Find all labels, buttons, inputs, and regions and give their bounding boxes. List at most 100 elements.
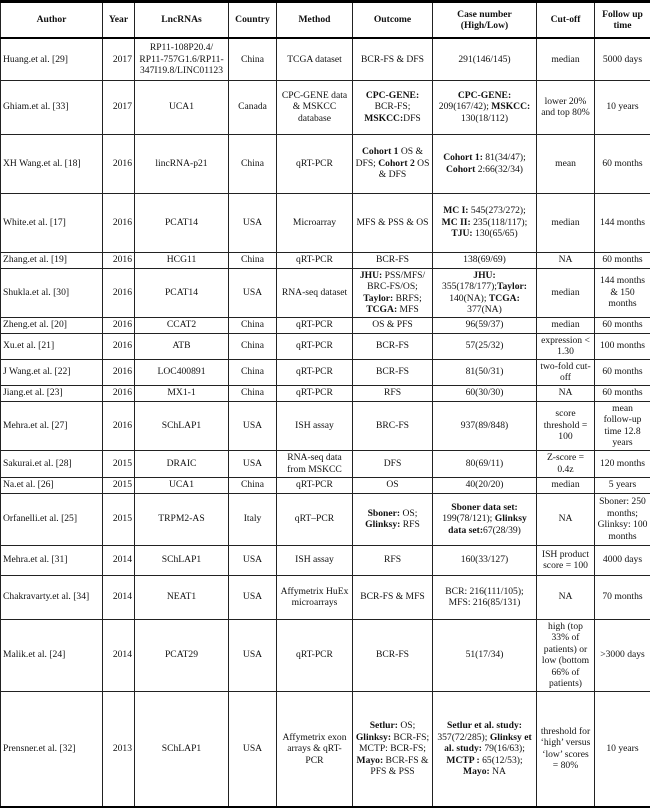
cell-author: Zheng.et al. [20] bbox=[1, 317, 103, 333]
header-country: Country bbox=[229, 2, 277, 39]
header-follow-up: Follow up time bbox=[595, 2, 650, 39]
cell-case-number: 57(25/32) bbox=[433, 333, 537, 359]
cell-cut-off: median bbox=[537, 268, 595, 317]
cell-follow-up: 60 months bbox=[595, 317, 650, 333]
cell-case-number: JHU: 355(178/177);Taylor: 140(NA); TCGA:… bbox=[433, 268, 537, 317]
cell-outcome: Cohort 1 OS & DFS; Cohort 2 OS & DFS bbox=[353, 134, 433, 193]
cell-text-segment: Cohort bbox=[446, 164, 475, 175]
cell-lncrna: SChLAP1 bbox=[135, 691, 229, 807]
cell-outcome: BRC-FS bbox=[353, 401, 433, 450]
cell-case-number: Setlur et al. study: 357(72/285); Glinks… bbox=[433, 691, 537, 807]
cell-lncrna: PCAT29 bbox=[135, 619, 229, 691]
cell-lncrna: MX1-1 bbox=[135, 385, 229, 401]
cell-case-number: 291(146/145) bbox=[433, 38, 537, 80]
cell-text-segment: 130(65/65) bbox=[473, 228, 518, 239]
cell-text-segment: 199(78/121); bbox=[442, 513, 495, 524]
cell-text-segment: Setlur: bbox=[370, 720, 398, 731]
cell-follow-up: 4000 days bbox=[595, 545, 650, 575]
cell-text-segment: MFS bbox=[397, 304, 419, 315]
cell-author: Ghiam.et al. [33] bbox=[1, 80, 103, 134]
cell-case-number: BCR: 216(111/105); MFS: 216(85/131) bbox=[433, 575, 537, 619]
cell-outcome: Setlur: OS; Glinksy: BCR-FS; MCTP: BCR-F… bbox=[353, 691, 433, 807]
cell-follow-up: 60 months bbox=[595, 134, 650, 193]
cell-text-segment: CPC-GENE: bbox=[366, 90, 419, 101]
cell-text-segment: 545(273/272); bbox=[469, 205, 526, 216]
cell-cut-off: NA bbox=[537, 493, 595, 545]
cell-lncrna: UCA1 bbox=[135, 477, 229, 493]
cell-country: Italy bbox=[229, 493, 277, 545]
cell-cut-off: threshold for ‘high’ versus ‘low’ scores… bbox=[537, 691, 595, 807]
cell-text-segment: Taylor: bbox=[497, 281, 527, 292]
cell-text-segment: Mayo: bbox=[463, 766, 490, 777]
cell-author: Na.et al. [26] bbox=[1, 477, 103, 493]
cell-country: USA bbox=[229, 691, 277, 807]
cell-case-number: 40(20/20) bbox=[433, 477, 537, 493]
cell-method: qRT-PCR bbox=[277, 619, 353, 691]
cell-outcome: JHU: PSS/MFS/ BRC-FS/OS; Taylor: BRFS; T… bbox=[353, 268, 433, 317]
cell-author: XH Wang.et al. [18] bbox=[1, 134, 103, 193]
cell-country: USA bbox=[229, 401, 277, 450]
cell-year: 2016 bbox=[103, 317, 135, 333]
cell-text-segment: Cohort 2 bbox=[378, 158, 415, 169]
cell-lncrna: RP11-108P20.4/ RP11-757G1.6/RP11-347I19.… bbox=[135, 38, 229, 80]
cell-outcome: Sboner: OS; Glinksy: RFS bbox=[353, 493, 433, 545]
cell-case-number: Cohort 1: 81(34/47); Cohort 2:66(32/34) bbox=[433, 134, 537, 193]
cell-case-number: 80(69/11) bbox=[433, 450, 537, 477]
cell-outcome: DFS bbox=[353, 450, 433, 477]
cell-year: 2016 bbox=[103, 401, 135, 450]
cell-method: Affymetrix HuEx microarrays bbox=[277, 575, 353, 619]
cell-lncrna: SChLAP1 bbox=[135, 545, 229, 575]
cell-cut-off: median bbox=[537, 193, 595, 252]
cell-lncrna: TRPM2-AS bbox=[135, 493, 229, 545]
cell-case-number: 96(59/37) bbox=[433, 317, 537, 333]
cell-author: Zhang.et al. [19] bbox=[1, 252, 103, 268]
cell-country: China bbox=[229, 38, 277, 80]
cell-year: 2013 bbox=[103, 691, 135, 807]
cell-text-segment: NA bbox=[490, 766, 506, 777]
cell-text-segment: RFS bbox=[400, 519, 419, 530]
cell-lncrna: HCG11 bbox=[135, 252, 229, 268]
cell-year: 2015 bbox=[103, 450, 135, 477]
cell-lncrna: LOC400891 bbox=[135, 359, 229, 385]
cell-outcome: BCR-FS bbox=[353, 359, 433, 385]
cell-text-segment: 140(NA); bbox=[449, 293, 489, 304]
cell-outcome: RFS bbox=[353, 385, 433, 401]
cell-text-segment: TCGA: bbox=[366, 304, 397, 315]
cell-follow-up: 10 years bbox=[595, 691, 650, 807]
cell-outcome: BCR-FS bbox=[353, 619, 433, 691]
cell-lncrna: NEAT1 bbox=[135, 575, 229, 619]
cell-year: 2016 bbox=[103, 359, 135, 385]
cell-case-number: CPC-GENE: 209(167/42); MSKCC: 130(18/112… bbox=[433, 80, 537, 134]
cell-cut-off: median bbox=[537, 477, 595, 493]
cell-country: USA bbox=[229, 450, 277, 477]
cell-country: USA bbox=[229, 193, 277, 252]
cell-author: White.et al. [17] bbox=[1, 193, 103, 252]
cell-author: Prensner.et al. [32] bbox=[1, 691, 103, 807]
cell-lncrna: UCA1 bbox=[135, 80, 229, 134]
cell-year: 2014 bbox=[103, 545, 135, 575]
cell-cut-off: lower 20% and top 80% bbox=[537, 80, 595, 134]
cell-outcome: CPC-GENE: BCR-FS; MSKCC:DFS bbox=[353, 80, 433, 134]
cell-follow-up: 100 months bbox=[595, 333, 650, 359]
cell-cut-off: NA bbox=[537, 575, 595, 619]
cell-text-segment: Setlur et al. study: bbox=[447, 720, 522, 731]
cell-method: RNA-seq dataset bbox=[277, 268, 353, 317]
cell-method: TCGA dataset bbox=[277, 38, 353, 80]
cell-author: Chakravarty.et al. [34] bbox=[1, 575, 103, 619]
cell-method: qRT-PCR bbox=[277, 252, 353, 268]
cell-method: Affymetrix exon arrays & qRT-PCR bbox=[277, 691, 353, 807]
cell-year: 2016 bbox=[103, 268, 135, 317]
cell-case-number: 81(50/31) bbox=[433, 359, 537, 385]
cell-author: Sakurai.et al. [28] bbox=[1, 450, 103, 477]
header-year: Year bbox=[103, 2, 135, 39]
cell-text-segment: DFS bbox=[403, 113, 421, 124]
cell-cut-off: high (top 33% of patients) or low (botto… bbox=[537, 619, 595, 691]
